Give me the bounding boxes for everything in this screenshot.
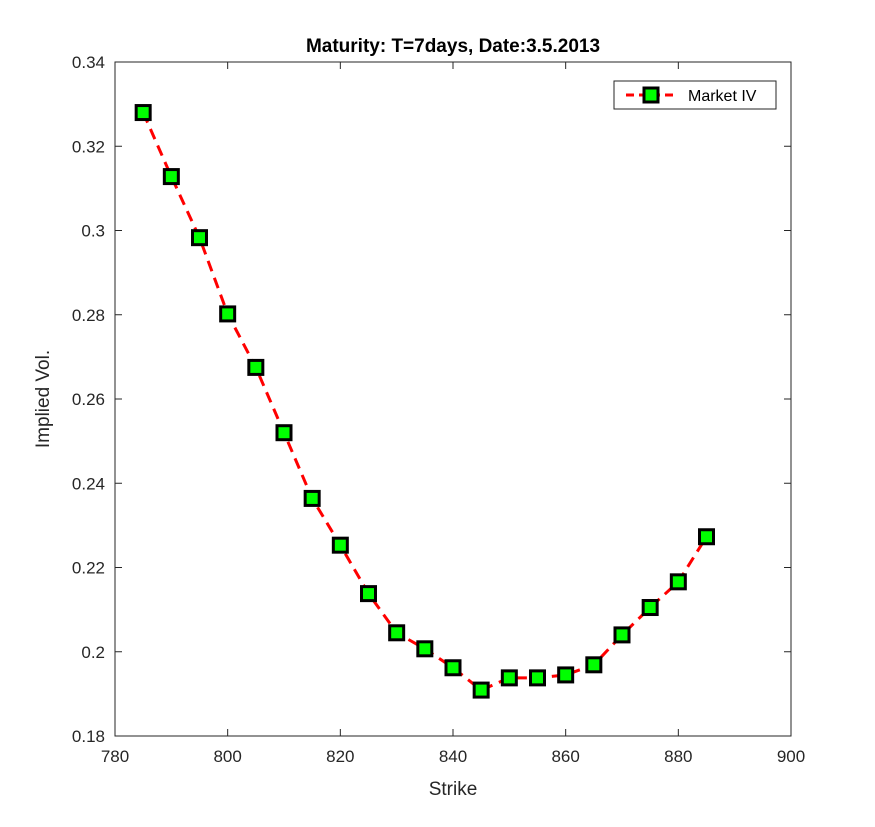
y-tick-label: 0.28 <box>72 306 105 325</box>
y-tick-label: 0.26 <box>72 390 105 409</box>
data-point-marker <box>303 489 321 507</box>
x-tick-label: 900 <box>777 747 805 766</box>
data-point-marker <box>669 573 687 591</box>
x-tick-label: 880 <box>664 747 692 766</box>
x-tick-label: 860 <box>551 747 579 766</box>
data-point-marker <box>191 229 208 247</box>
data-point-marker <box>247 358 265 376</box>
y-tick-label: 0.22 <box>72 559 105 578</box>
data-point-marker <box>641 599 659 617</box>
data-point-marker <box>500 669 518 687</box>
y-tick-label: 0.2 <box>81 643 105 662</box>
data-point-marker <box>613 626 631 644</box>
data-point-marker <box>134 104 152 122</box>
x-tick-label: 800 <box>213 747 241 766</box>
data-point-marker <box>360 585 377 603</box>
x-tick-label: 840 <box>439 747 467 766</box>
plot-area <box>115 62 791 736</box>
axis-ticks: 780 800 820 840 860 880 900 0.18 0.2 0.22 0.24 0.26… <box>72 53 805 766</box>
data-point-marker <box>275 424 293 442</box>
y-tick-label: 0.32 <box>72 137 105 156</box>
data-point-marker <box>388 624 406 642</box>
data-point-marker <box>585 656 603 674</box>
legend: Market IV <box>613 80 777 110</box>
legend-label: Market IV <box>688 88 757 105</box>
data-point-marker <box>162 168 180 186</box>
x-axis-title: Strike <box>429 779 478 800</box>
y-tick-label: 0.3 <box>81 222 105 241</box>
data-point-marker <box>557 666 575 684</box>
data-point-marker <box>529 669 546 687</box>
data-point-marker <box>444 659 462 677</box>
data-point-marker <box>698 528 715 546</box>
y-axis-title: Implied Vol. <box>33 350 54 448</box>
plot-frame <box>114 61 792 737</box>
data-point-marker <box>416 640 434 658</box>
y-tick-label: 0.24 <box>72 474 105 493</box>
legend-marker-sample <box>642 86 660 104</box>
data-point-marker <box>472 681 490 699</box>
y-tick-label: 0.18 <box>72 727 105 746</box>
chart-title: Maturity: T=7days, Date:3.5.2013 <box>306 36 600 57</box>
series-layer <box>134 104 715 699</box>
y-tick-label: 0.34 <box>72 53 105 72</box>
x-tick-label: 820 <box>326 747 354 766</box>
data-point-marker <box>331 536 349 554</box>
data-point-marker <box>219 305 237 323</box>
x-tick-label: 780 <box>101 747 129 766</box>
